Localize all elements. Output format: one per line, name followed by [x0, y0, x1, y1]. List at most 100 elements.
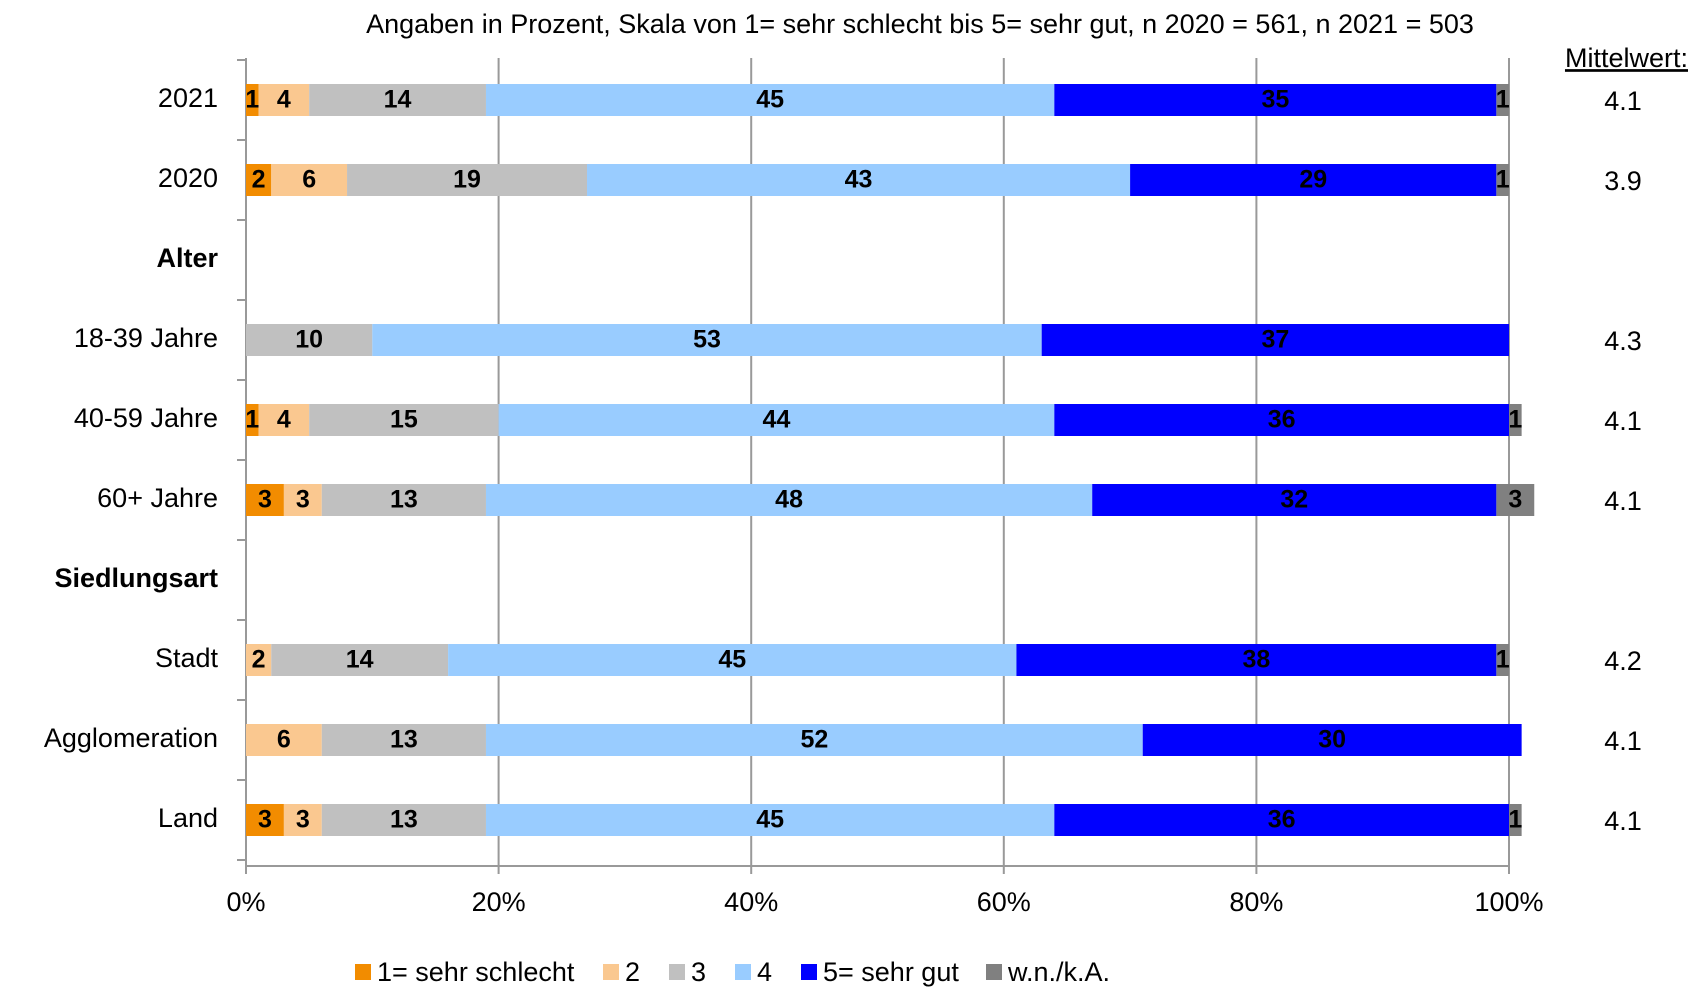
x-tick-label: 80%	[1229, 887, 1283, 917]
data-label: 44	[763, 406, 791, 434]
y-tick-label: 2021	[158, 83, 218, 113]
bar-segment	[246, 164, 272, 196]
y-tick-label: 18-39 Jahre	[74, 323, 218, 353]
bar-segment	[485, 484, 1093, 516]
data-label: 6	[277, 726, 291, 754]
legend-label: w.n./k.A.	[1007, 957, 1110, 987]
bar-segment	[1054, 804, 1509, 836]
data-label: 6	[302, 166, 316, 194]
data-label: 37	[1261, 326, 1289, 354]
data-label: 45	[718, 646, 746, 674]
data-label: 1	[245, 406, 259, 434]
legend-label: 1= sehr schlecht	[377, 957, 575, 987]
data-label: 1	[1496, 646, 1510, 674]
bar-segment	[1130, 164, 1497, 196]
bar-segment	[246, 644, 272, 676]
data-label: 1	[1496, 166, 1510, 194]
data-label: 30	[1318, 726, 1346, 754]
bar-segment	[271, 164, 348, 196]
bar-segment	[246, 484, 284, 516]
bar-segment	[1016, 644, 1497, 676]
legend-label: 4	[757, 957, 772, 987]
data-label: 3	[296, 486, 310, 514]
legend-swatch	[355, 964, 371, 980]
bar-segment	[309, 404, 499, 436]
bar-segment	[258, 404, 310, 436]
data-label: 2	[252, 646, 266, 674]
data-label: 3	[1508, 486, 1522, 514]
bar-segment	[321, 724, 486, 756]
mean-value: 4.1	[1604, 806, 1642, 836]
legend-swatch	[669, 964, 685, 980]
legend-swatch	[603, 964, 619, 980]
bar-segment	[321, 804, 486, 836]
data-label: 13	[390, 726, 418, 754]
bar-segment	[1509, 804, 1522, 836]
data-label: 3	[296, 806, 310, 834]
data-label: 52	[800, 726, 828, 754]
data-label: 48	[775, 486, 803, 514]
data-label: 45	[756, 806, 784, 834]
data-label: 3	[258, 806, 272, 834]
bar-segment	[1054, 84, 1497, 116]
mean-value: 4.1	[1604, 726, 1642, 756]
data-label: 4	[277, 86, 291, 114]
bar-segment	[347, 164, 588, 196]
mean-value: 3.9	[1604, 166, 1642, 196]
legend-swatch	[735, 964, 751, 980]
data-label: 2	[252, 166, 266, 194]
legend-label: 2	[625, 957, 640, 987]
x-tick-label: 60%	[977, 887, 1031, 917]
data-label: 38	[1242, 646, 1270, 674]
bar-segment	[321, 484, 486, 516]
bar-segment	[448, 644, 1017, 676]
x-tick-label: 40%	[724, 887, 778, 917]
chart-title: Angaben in Prozent, Skala von 1= sehr sc…	[366, 9, 1474, 39]
bar-segment	[309, 84, 486, 116]
data-label: 36	[1268, 406, 1296, 434]
data-label: 1	[1496, 86, 1510, 114]
mean-value: 4.3	[1604, 326, 1642, 356]
mean-value: 4.2	[1604, 646, 1642, 676]
data-label: 32	[1280, 486, 1308, 514]
data-label: 13	[390, 806, 418, 834]
x-tick-label: 20%	[472, 887, 526, 917]
bar-segment	[246, 324, 373, 356]
bar-segment	[485, 84, 1055, 116]
mean-value: 4.1	[1604, 486, 1642, 516]
y-tick-label: Siedlungsart	[54, 563, 218, 593]
mean-value: 4.1	[1604, 406, 1642, 436]
legend-swatch	[801, 964, 817, 980]
y-tick-label: Stadt	[155, 643, 219, 673]
data-label: 35	[1261, 86, 1289, 114]
data-label: 15	[390, 406, 418, 434]
bar-segment	[485, 724, 1143, 756]
y-tick-label: Alter	[156, 243, 218, 273]
legend-label: 5= sehr gut	[823, 957, 959, 987]
x-tick-label: 0%	[226, 887, 265, 917]
y-tick-label: 60+ Jahre	[97, 483, 218, 513]
y-tick-label: 40-59 Jahre	[74, 403, 218, 433]
data-label: 4	[277, 406, 291, 434]
data-label: 1	[245, 86, 259, 114]
mean-value: 4.1	[1604, 86, 1642, 116]
data-label: 1	[1508, 806, 1522, 834]
y-tick-label: Land	[158, 803, 218, 833]
bar-segment	[1496, 484, 1535, 516]
data-label: 10	[295, 326, 323, 354]
bar-segment	[271, 644, 449, 676]
bar-segment	[246, 724, 322, 756]
bar-segment	[258, 84, 310, 116]
bar-segment	[1092, 484, 1497, 516]
data-label: 29	[1299, 166, 1327, 194]
data-label: 3	[258, 486, 272, 514]
bar-segment	[283, 484, 322, 516]
bar-segment	[1496, 84, 1509, 116]
data-label: 53	[693, 326, 721, 354]
x-tick-label: 100%	[1474, 887, 1543, 917]
bar-segment	[587, 164, 1131, 196]
bar-segment	[283, 804, 322, 836]
y-tick-label: Agglomeration	[44, 723, 218, 753]
data-label: 36	[1268, 806, 1296, 834]
